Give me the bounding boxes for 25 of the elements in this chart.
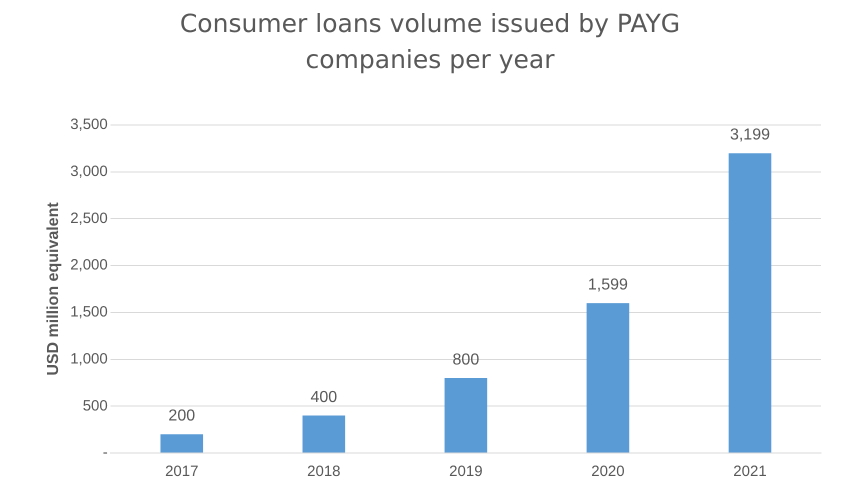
data-label: 200 [168,408,196,425]
data-label: 3,199 [730,126,770,144]
chart-title: Consumer loans volume issued by PAYG companies per year [178,8,682,76]
x-tick-label: 2020 [591,463,625,480]
bar [302,416,346,452]
x-tick-label: 2017 [165,463,198,480]
bar [728,153,772,452]
y-tick-label: 3,500 [70,116,108,134]
y-tick-label: 2,000 [70,256,108,274]
y-axis-title: USD million equivalent [45,202,62,376]
data-label: 400 [310,388,338,406]
bar [586,303,630,452]
data-label: 800 [452,351,480,368]
x-tick-label: 2019 [449,463,483,480]
y-tick-label: 1,500 [70,304,108,321]
y-tick-label: 2,500 [70,210,108,227]
bar [160,434,204,452]
y-tick-label: 500 [82,397,108,414]
x-tick-label: 2018 [307,463,341,480]
data-label: 1,599 [588,276,628,294]
y-tick-label: - [102,444,108,462]
y-tick-label: 3,000 [70,163,108,180]
y-tick-label: 1,000 [70,350,108,368]
x-tick-label: 2021 [733,463,767,480]
bar [444,378,488,452]
